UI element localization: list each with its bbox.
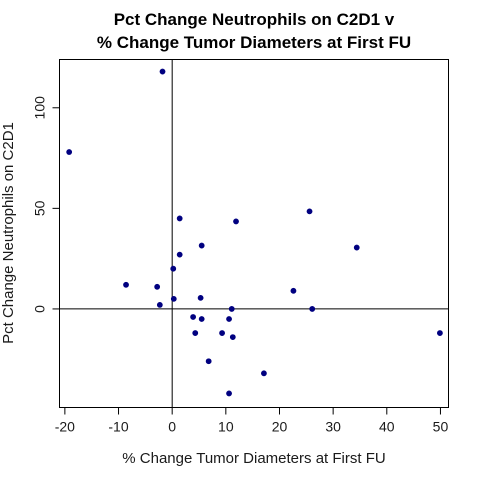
data-point xyxy=(190,314,197,320)
data-point xyxy=(123,281,129,288)
reference-lines xyxy=(59,59,449,408)
x-tick-label: 10 xyxy=(218,419,234,435)
data-point xyxy=(290,287,297,294)
data-point xyxy=(205,358,212,365)
data-point xyxy=(226,316,232,322)
data-point xyxy=(192,330,199,336)
y-tick-label: 100 xyxy=(32,96,48,120)
data-point xyxy=(170,295,177,302)
x-tick-label: 0 xyxy=(168,419,176,435)
data-point xyxy=(176,215,183,222)
data-point xyxy=(229,334,236,340)
x-tick-label: -10 xyxy=(108,419,128,435)
data-point xyxy=(306,208,313,215)
data-point xyxy=(437,330,443,336)
data-point xyxy=(233,218,239,225)
data-point xyxy=(261,370,267,377)
x-axis-label: % Change Tumor Diameters at First FU xyxy=(122,450,385,467)
data-point xyxy=(309,306,316,312)
data-point xyxy=(156,302,163,308)
data-point xyxy=(198,242,205,249)
y-axis-label: Pct Change Neutrophils on C2D1 xyxy=(0,122,17,344)
data-point xyxy=(198,316,205,322)
y-tick-label: 50 xyxy=(32,200,48,216)
x-tick-label: 50 xyxy=(433,419,449,435)
chart-title-line-1: Pct Change Neutrophils on C2D1 v xyxy=(114,10,395,29)
x-tick-label: -20 xyxy=(55,419,75,435)
x-tick-label: 30 xyxy=(325,419,341,435)
data-point xyxy=(353,244,360,251)
data-point xyxy=(66,149,73,155)
data-point xyxy=(197,294,204,301)
data-points xyxy=(66,68,443,397)
data-point xyxy=(219,330,225,336)
data-point xyxy=(159,68,166,75)
x-tick-label: 40 xyxy=(379,419,395,435)
plot-frame xyxy=(59,59,449,408)
data-point xyxy=(226,390,232,397)
data-point xyxy=(154,283,161,290)
y-tick-label: 0 xyxy=(32,305,48,313)
chart-title-line-2: % Change Tumor Diameters at First FU xyxy=(97,33,411,52)
data-point xyxy=(170,265,177,272)
data-point xyxy=(176,251,183,258)
y-axis: 0 50 100 xyxy=(32,96,60,313)
data-point xyxy=(228,306,235,312)
x-axis: -20 -10 0 10 20 30 40 50 xyxy=(55,407,449,435)
x-tick-label: 20 xyxy=(272,419,288,435)
